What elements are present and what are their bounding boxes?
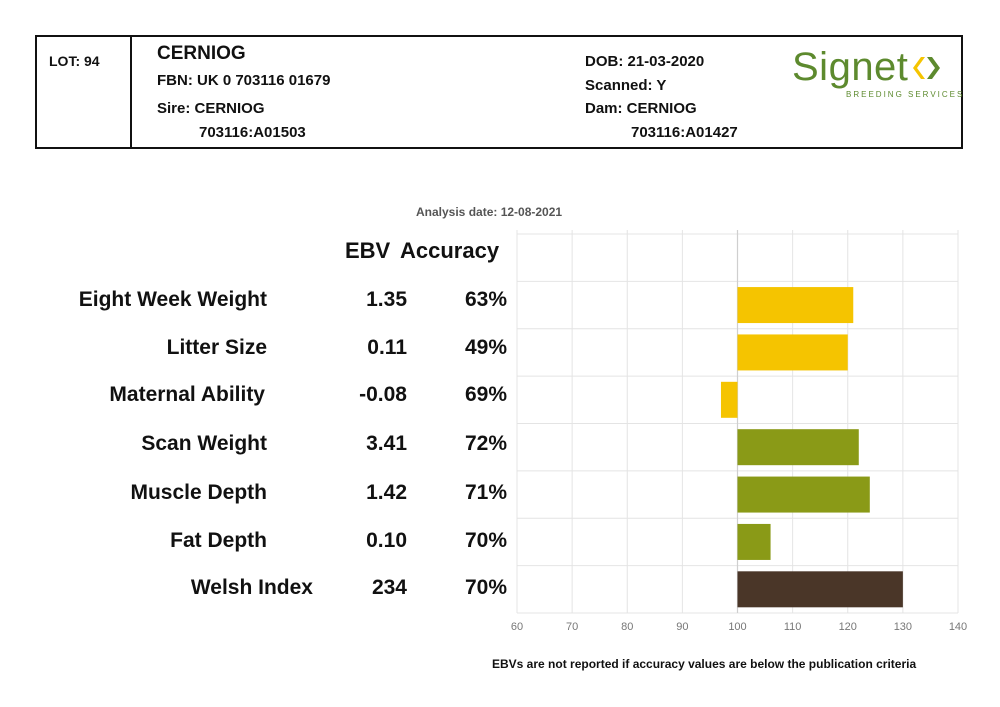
ebv-bar [737,334,848,371]
row-accuracy: 70% [464,576,507,599]
ebv-column-header: EBV [345,238,391,263]
row-accuracy: 69% [464,383,507,406]
row-label: Fat Depth [170,529,267,552]
row-ebv: -0.08 [359,383,407,406]
ebv-bar-chart: 60 70 80 90 100 110 120 130 140 [511,230,967,633]
row-label: Muscle Depth [130,481,267,504]
animal-info-header: LOT: 94 CERNIOG FBN: UK 0 703116 01679 S… [35,35,963,149]
ebv-bar [737,523,771,560]
sire-id: 703116:A01503 [199,124,306,141]
row-ebv: 3.41 [366,432,407,455]
row-accuracy: 70% [464,529,507,552]
x-tick-label: 90 [676,621,688,633]
sire-name: Sire: CERNIOG [157,100,265,117]
x-tick-label: 60 [511,621,523,633]
row-accuracy: 71% [464,481,507,504]
footnote: EBVs are not reported if accuracy values… [492,657,917,671]
ebv-bar [737,476,870,513]
x-tick-label: 130 [894,621,912,633]
dam-id: 703116:A01427 [631,124,738,141]
row-ebv: 1.35 [366,288,407,311]
logo-subtitle: BREEDING SERVICES [846,90,965,99]
ebv-bar [737,571,903,608]
x-tick-label: 100 [728,621,746,633]
signet-logo: Signet BREEDING SERVICES [792,43,962,103]
row-label: Welsh Index [190,576,313,599]
ebv-bar [737,287,854,324]
row-accuracy: 49% [464,336,507,359]
lot-cell: LOT: 94 [37,37,132,147]
row-label: Maternal Ability [109,383,265,406]
row-ebv: 234 [371,576,407,599]
row-label: Eight Week Weight [78,288,267,311]
row-accuracy: 63% [464,288,507,311]
logo-chevrons-icon [913,57,940,79]
scanned-status: Scanned: Y [585,77,667,94]
x-tick-label: 110 [784,621,802,633]
row-label: Scan Weight [141,432,267,455]
lot-number: LOT: 94 [49,53,100,69]
analysis-date: Analysis date: 12-08-2021 [416,205,563,219]
accuracy-column-header: Accuracy [400,238,500,263]
date-of-birth: DOB: 21-03-2020 [585,53,705,70]
animal-name: CERNIOG [157,43,246,64]
x-tick-label: 80 [621,621,633,633]
x-tick-label: 120 [839,621,857,633]
logo-wordmark: Signet [792,45,909,89]
x-tick-label: 70 [566,621,578,633]
row-ebv: 0.10 [366,529,407,552]
fbn-number: FBN: UK 0 703116 01679 [157,72,331,89]
row-ebv: 1.42 [366,481,407,504]
x-tick-label: 140 [949,621,967,633]
row-accuracy: 72% [464,432,507,455]
ebv-bar [720,381,738,418]
row-ebv: 0.11 [367,336,407,359]
row-label: Litter Size [166,336,267,359]
dam-name: Dam: CERNIOG [585,100,697,117]
ebv-bar [737,429,859,466]
